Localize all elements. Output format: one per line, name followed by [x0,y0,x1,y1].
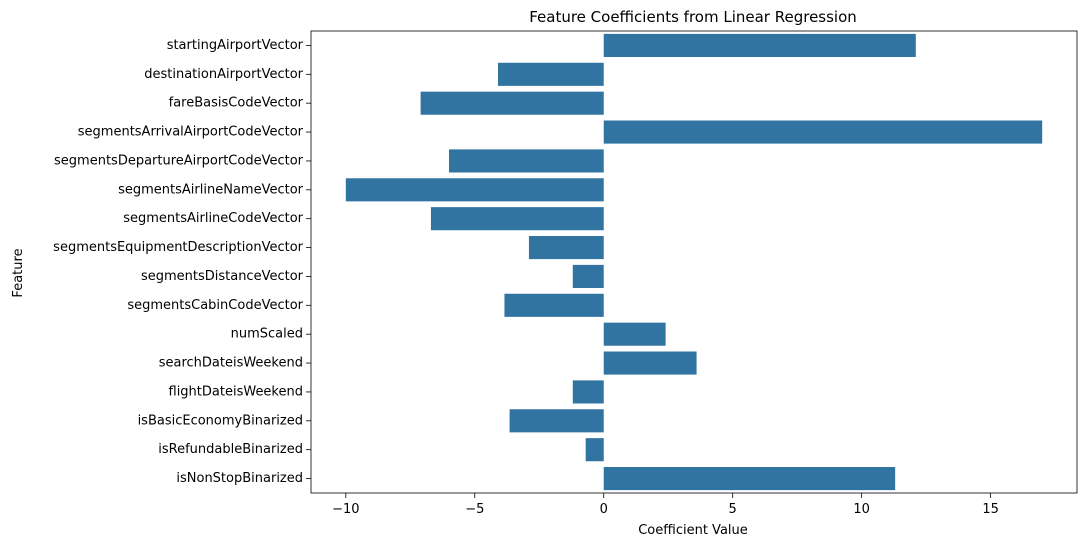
y-tick-label: segmentsEquipmentDescriptionVector [53,240,303,255]
y-tick-label: startingAirportVector [167,38,304,53]
x-tick-label: 5 [729,502,737,517]
bar-segmentsAirlineNameVector [345,178,604,202]
y-tick-label: numScaled [231,327,303,342]
y-tick-label: segmentsDistanceVector [141,269,304,284]
axes-frame [310,30,1078,494]
y-tick-label: isRefundableBinarized [158,442,303,457]
y-tick-label: isBasicEconomyBinarized [138,413,303,428]
bar-numScaled [603,322,666,346]
bar-searchDateisWeekend [603,351,697,375]
x-axis-label: Coefficient Value [638,523,748,538]
bar-segmentsCabinCodeVector [504,293,604,317]
bar-destinationAirportVector [497,62,604,86]
y-tick-label: fareBasisCodeVector [169,96,304,111]
bar-segmentsDepartureAirportCodeVector [448,149,604,173]
bar-startingAirportVector [603,33,916,57]
bar-segmentsDistanceVector [572,264,604,288]
y-tick-label: flightDateisWeekend [169,384,304,399]
bar-flightDateisWeekend [572,380,604,404]
x-tick-label: 15 [982,502,999,517]
bar-fareBasisCodeVector [420,91,604,115]
x-tick-label: −5 [465,502,484,517]
y-axis-label: Feature [11,248,26,297]
bar-isNonStopBinarized [603,467,896,491]
y-tick-label: segmentsAirlineCodeVector [123,211,303,226]
y-tick-label: segmentsCabinCodeVector [127,298,303,313]
x-tick-label: 0 [600,502,608,517]
y-tick-label: segmentsDepartureAirportCodeVector [54,153,304,168]
plot-area: startingAirportVector destinationAirportV… [53,30,1078,517]
x-tick-label: −10 [332,502,359,517]
y-tick-label: isNonStopBinarized [176,471,303,486]
bar-segmentsEquipmentDescriptionVector [528,236,604,260]
bar-isRefundableBinarized [585,438,604,462]
x-tick-label: 10 [853,502,870,517]
y-tick-label: destinationAirportVector [144,67,303,82]
bar-isBasicEconomyBinarized [509,409,604,433]
y-tick-label: segmentsArrivalAirportCodeVector [78,125,304,140]
y-tick-label: segmentsAirlineNameVector [118,182,304,197]
bar-segmentsArrivalAirportCodeVector [603,120,1043,144]
y-tick-label: searchDateisWeekend [159,356,303,371]
chart-title: Feature Coefficients from Linear Regress… [529,8,857,26]
bar-segmentsAirlineCodeVector [430,207,604,231]
